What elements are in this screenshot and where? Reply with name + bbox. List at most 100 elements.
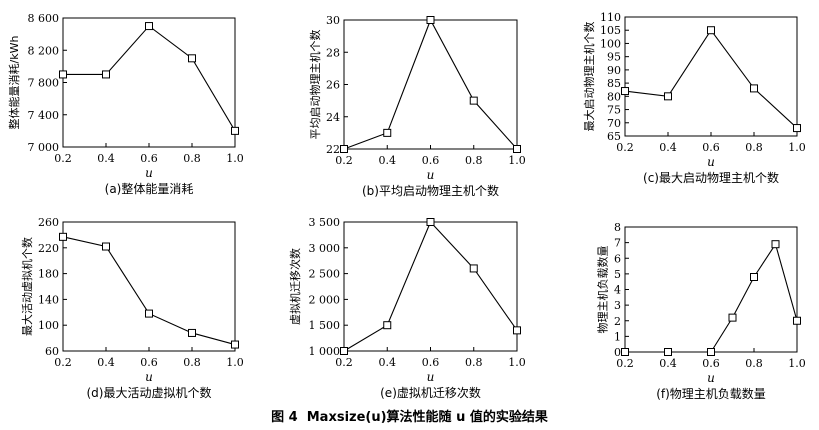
y-tick-label: 5	[614, 268, 621, 281]
x-axis-label: u	[145, 370, 153, 384]
subplot-caption: (c)最大启动物理主机个数	[643, 170, 779, 185]
y-tick-label: 2 500	[309, 268, 341, 281]
y-tick-label: 1 000	[309, 345, 341, 358]
y-axis-label: 最大启动物理主机个数	[582, 22, 596, 132]
data-point-marker	[469, 96, 478, 105]
y-tick-label: 6	[614, 252, 621, 265]
x-axis-label: u	[427, 168, 435, 182]
data-point-marker	[188, 54, 196, 63]
y-tick-label: 2	[614, 315, 621, 328]
data-point-marker	[188, 328, 196, 337]
data-point-marker	[513, 145, 521, 153]
data-point-marker	[145, 22, 153, 31]
x-tick-label: 0.4	[379, 356, 397, 369]
subplot-caption: (a)整体能量消耗	[105, 181, 194, 196]
chart-panel-2: 0.2 0.4 0.6 0.8 1.0 22 24 26 28 30 u 平均启动物理主机个数 (b)平…	[308, 14, 526, 198]
data-point-marker	[102, 70, 110, 79]
y-tick-label: 180	[38, 268, 59, 281]
plot-frame	[343, 19, 518, 150]
y-axis-label: 物理主机负载数量	[595, 246, 609, 334]
x-tick-label: 0.4	[97, 356, 115, 369]
data-point-marker	[664, 348, 672, 356]
x-tick-label: 1.0	[226, 152, 244, 165]
plot-frame	[343, 221, 518, 352]
y-tick-label: 7	[614, 237, 621, 250]
y-tick-label: 90	[607, 64, 621, 77]
data-point-marker	[771, 240, 780, 249]
data-point-marker	[340, 145, 348, 153]
data-point-marker	[59, 70, 67, 79]
x-tick-label: 0.8	[745, 141, 763, 154]
y-tick-label: 3 500	[309, 216, 341, 229]
y-tick-label: 7 400	[28, 109, 60, 122]
data-point-marker	[513, 326, 521, 335]
x-tick-label: 0.8	[183, 152, 201, 165]
x-tick-label: 1.0	[226, 356, 244, 369]
x-tick-label: 0.4	[659, 141, 677, 154]
y-tick-label: 110	[600, 11, 621, 24]
x-tick-label: 0.4	[659, 357, 677, 370]
series-line	[63, 25, 236, 132]
x-tick-label: 0.2	[54, 356, 72, 369]
y-axis-label: 整体能量消耗/kWh	[7, 36, 21, 130]
plot-frame	[62, 221, 236, 352]
y-tick-label: 105	[600, 24, 621, 37]
x-axis-label: u	[707, 155, 715, 169]
data-point-marker	[793, 124, 801, 133]
y-axis-label: 虚拟机迁移次数	[288, 248, 302, 325]
plot-frame	[624, 16, 798, 137]
x-tick-label: 1.0	[508, 154, 526, 167]
y-tick-label: 7 800	[28, 77, 60, 90]
x-tick-label: 0.2	[616, 141, 634, 154]
x-tick-label: 0.2	[335, 154, 353, 167]
y-tick-label: 70	[607, 117, 621, 130]
x-tick-label: 0.8	[745, 357, 763, 370]
y-tick-label: 1	[614, 330, 621, 343]
y-axis-label: 平均启动物理主机个数	[308, 30, 322, 140]
y-tick-label: 30	[326, 14, 340, 27]
x-tick-label: 0.8	[183, 356, 201, 369]
data-point-marker	[621, 348, 629, 356]
y-tick-label: 4	[614, 284, 621, 297]
x-tick-label: 0.6	[702, 141, 720, 154]
y-tick-label: 22	[326, 143, 340, 156]
x-tick-label: 1.0	[508, 356, 526, 369]
plot-frame	[624, 226, 798, 353]
data-point-marker	[469, 264, 478, 273]
y-tick-label: 140	[38, 293, 59, 306]
y-tick-label: 100	[600, 37, 621, 50]
x-tick-label: 0.4	[97, 152, 115, 165]
y-tick-label: 7 000	[28, 141, 60, 154]
y-tick-label: 85	[607, 77, 621, 90]
y-tick-label: 8 200	[28, 44, 60, 57]
y-tick-label: 65	[607, 130, 621, 143]
data-point-marker	[231, 340, 239, 349]
subplot-caption: (b)平均启动物理主机个数	[362, 183, 499, 198]
series-line	[343, 221, 518, 352]
y-tick-label: 60	[45, 345, 59, 358]
data-point-marker	[426, 218, 435, 226]
subplot-caption: (f)物理主机负载数量	[656, 386, 766, 401]
x-axis-label: u	[427, 370, 435, 384]
data-point-marker	[707, 26, 715, 35]
y-axis-label: 最大活动虚拟机个数	[20, 237, 34, 336]
plot-frame	[62, 17, 236, 148]
x-tick-label: 0.8	[465, 356, 483, 369]
x-axis-label: u	[707, 371, 715, 385]
x-tick-label: 0.2	[616, 357, 634, 370]
y-tick-label: 1 500	[309, 319, 341, 332]
x-tick-label: 1.0	[788, 141, 806, 154]
subplot-caption: (d)最大活动虚拟机个数	[87, 385, 212, 400]
y-tick-label: 80	[607, 90, 621, 103]
x-axis-label: u	[145, 166, 153, 180]
data-point-marker	[750, 273, 758, 281]
figure-caption-label: 图 4	[271, 410, 298, 425]
data-point-marker	[383, 321, 392, 330]
y-tick-label: 75	[607, 104, 621, 117]
y-tick-label: 28	[326, 46, 340, 59]
figure-caption-text: Maxsize(u)算法性能随 u 值的实验结果	[306, 410, 548, 425]
y-tick-label: 3 000	[309, 242, 341, 255]
data-point-marker	[793, 316, 801, 325]
data-point-marker	[102, 242, 110, 251]
